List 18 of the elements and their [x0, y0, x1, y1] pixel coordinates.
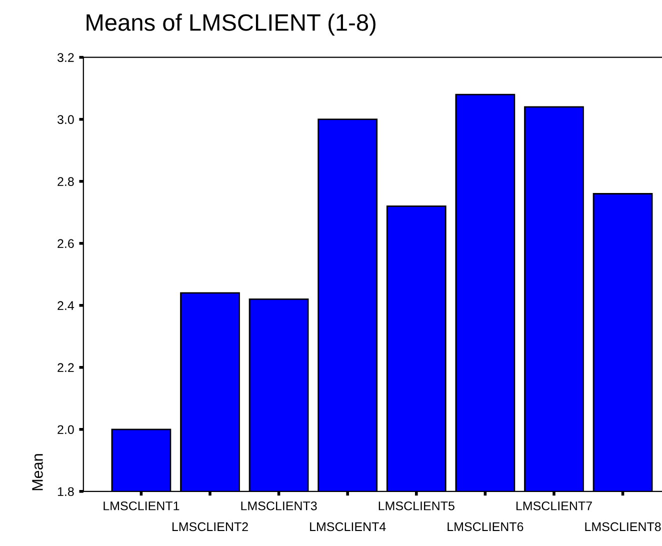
x-tick-label: LMSCLIENT6: [448, 522, 524, 532]
chart-title: Means of LMSCLIENT (1-8): [86, 14, 376, 36]
x-tick-label: LMSCLIENT3: [241, 501, 317, 510]
x-tick-label: LMSCLIENT7: [516, 501, 592, 510]
x-tick-label: LMSCLIENT1: [104, 501, 180, 510]
y-tick-label: 2.0: [58, 425, 74, 434]
y-tick-label: 1.8: [58, 487, 74, 496]
x-tick-label: LMSCLIENT5: [378, 501, 454, 510]
y-axis-title: Mean: [32, 454, 43, 490]
x-tick-label: LMSCLIENT4: [310, 522, 386, 532]
y-tick-label: 2.8: [58, 177, 74, 186]
y-tick-label: 3.0: [57, 115, 74, 124]
y-tick-label: 2.2: [58, 363, 74, 372]
x-tick-label: LMSCLIENT2: [172, 522, 248, 532]
y-tick-label: 2.6: [58, 239, 74, 248]
y-tick-label: 3.2: [57, 53, 74, 62]
x-tick-label: LMSCLIENT8: [585, 522, 661, 532]
y-tick-label: 2.4: [58, 301, 74, 310]
